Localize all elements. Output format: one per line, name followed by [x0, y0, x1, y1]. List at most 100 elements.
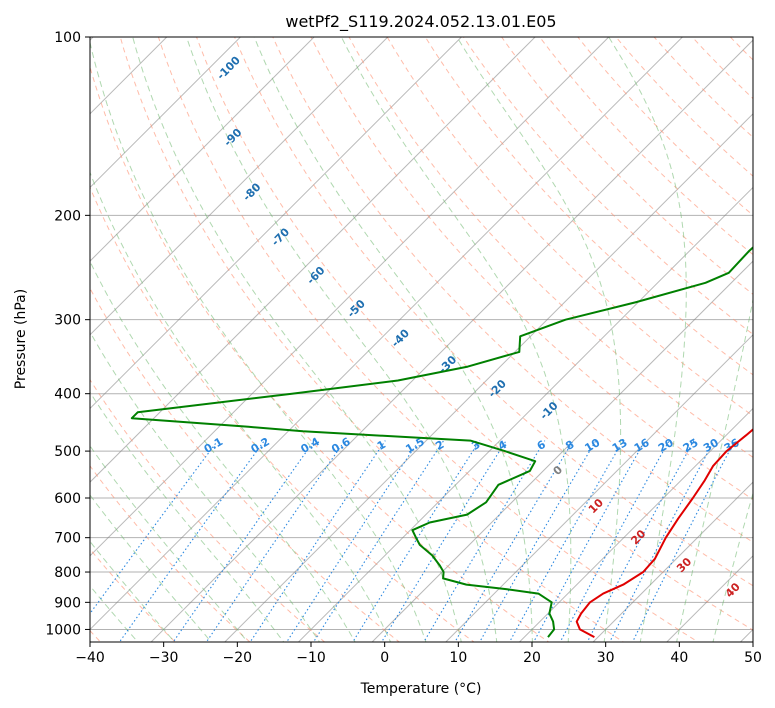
mixing-ratio-label: 10 — [583, 436, 603, 455]
x-tick-label: 50 — [744, 650, 762, 666]
mixing-ratio-line — [352, 440, 481, 642]
isotherm — [297, 186, 753, 642]
background-grid — [90, 24, 775, 654]
mixing-ratio-label: 20 — [656, 436, 676, 455]
isotherm — [90, 37, 684, 631]
dry-adiabat — [653, 37, 753, 138]
moist-adiabat — [90, 40, 427, 642]
mixing-ratio-label: 25 — [681, 436, 701, 455]
mixing-ratio-label: 0.6 — [329, 435, 353, 456]
dry-adiabat — [90, 65, 550, 642]
dry-adiabat — [500, 37, 753, 295]
moist-adiabat — [456, 37, 622, 642]
isotherm — [90, 37, 242, 189]
mixing-ratio-line — [312, 440, 445, 642]
mixing-ratio-line — [533, 440, 646, 642]
isotherm — [90, 37, 536, 483]
isotherm — [518, 407, 753, 642]
y-axis-label: Pressure (hPa) — [13, 289, 29, 389]
dry-adiabat — [157, 37, 700, 642]
x-tick-label: 30 — [597, 650, 615, 666]
x-tick-label: 10 — [449, 650, 467, 666]
dry-adiabat — [195, 37, 753, 631]
x-tick-label: 0 — [380, 650, 389, 666]
dry-adiabat-label: -60 — [304, 264, 327, 287]
dry-adiabat — [691, 37, 753, 100]
mixing-ratio-line — [586, 440, 695, 642]
mixing-ratio-line — [454, 440, 574, 642]
mixing-ratio-line — [508, 440, 624, 642]
y-tick-label: 100 — [54, 30, 81, 46]
x-tick-label: −40 — [75, 650, 105, 666]
moist-adiabat — [253, 37, 533, 642]
chart-title: wetPf2_S119.2024.052.13.01.E05 — [285, 12, 556, 32]
moist-adiabat — [90, 391, 285, 642]
dry-adiabat — [577, 37, 753, 216]
moist-adiabat — [90, 445, 249, 642]
dry-adiabat-label: -100 — [214, 54, 243, 83]
isotherm — [90, 37, 389, 336]
dry-adiabat — [119, 37, 625, 642]
dewpoint-profile — [130, 246, 753, 638]
dry-adiabat — [90, 287, 401, 642]
moist-adiabat — [90, 260, 356, 642]
dry-adiabat-label: -90 — [221, 126, 244, 149]
dry-adiabat — [348, 37, 753, 458]
isotherm — [224, 113, 753, 642]
x-tick-label: −20 — [223, 650, 253, 666]
x-tick-label: 20 — [523, 650, 541, 666]
mixing-ratio-label: 13 — [610, 436, 630, 455]
mixing-ratio-line — [172, 440, 315, 642]
x-axis: −40 −30 −20 −10 0 10 20 30 40 50 — [75, 642, 762, 666]
dry-adiabat-label: -70 — [269, 225, 292, 248]
isotherm — [90, 37, 463, 410]
mixing-ratio-line — [631, 440, 736, 642]
dry-adiabat — [90, 186, 475, 642]
mixing-ratio-line — [423, 440, 546, 642]
dry-adiabat-label: -20 — [486, 377, 509, 400]
y-tick-label: 700 — [54, 531, 81, 547]
y-tick-label: 800 — [54, 565, 81, 581]
y-tick-label: 400 — [54, 387, 81, 403]
moist-adiabat — [186, 37, 498, 642]
isotherm — [90, 37, 610, 557]
dry-adiabat-label: -10 — [537, 399, 560, 422]
dry-adiabat — [234, 37, 753, 587]
mixing-ratio-line — [479, 440, 597, 642]
moist-adiabat — [132, 37, 462, 642]
dry-adiabat — [539, 37, 753, 256]
y-tick-label: 1000 — [45, 622, 81, 638]
x-axis-label: Temperature (°C) — [360, 681, 482, 697]
moist-adiabat — [676, 296, 753, 642]
dry-adiabat — [310, 37, 753, 500]
y-tick-label: 600 — [54, 491, 81, 507]
isotherm — [371, 260, 753, 642]
dry-adiabat-label: -80 — [240, 180, 263, 203]
dry-adiabat — [755, 24, 775, 654]
moist-adiabat — [608, 37, 687, 642]
mixing-ratio-line — [559, 440, 670, 642]
isotherm — [445, 334, 753, 642]
moist-adiabat-label: 0 — [551, 463, 566, 478]
dry-adiabat — [90, 378, 326, 642]
isotherm — [90, 37, 315, 262]
x-tick-label: 40 — [670, 650, 688, 666]
isotherm — [592, 481, 753, 642]
mixing-ratio-line — [118, 440, 265, 642]
y-axis: 100 200 300 400 500 600 700 800 900 1000 — [45, 30, 90, 638]
dry-adiabat — [90, 465, 251, 642]
dry-adiabat — [462, 37, 753, 335]
dry-adiabat-label: -50 — [345, 297, 368, 320]
y-tick-label: 900 — [54, 595, 81, 611]
dry-adiabat — [424, 37, 753, 376]
mixing-ratio-line — [205, 440, 346, 642]
plot-frame — [89, 36, 754, 643]
x-tick-label: −10 — [296, 650, 326, 666]
moist-adiabat — [340, 37, 572, 642]
x-tick-label: −30 — [149, 650, 179, 666]
dry-adiabat — [729, 37, 753, 61]
mixing-ratio-line — [286, 440, 420, 642]
moist-adiabat — [90, 494, 212, 642]
mixing-ratio-label: 0.4 — [298, 435, 322, 456]
